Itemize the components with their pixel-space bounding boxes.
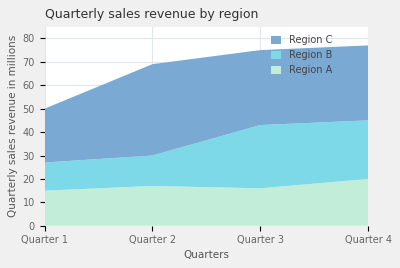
Legend: Region C, Region B, Region A: Region C, Region B, Region A (270, 34, 334, 77)
X-axis label: Quarters: Quarters (183, 250, 229, 260)
Y-axis label: Quarterly sales revenue in millions: Quarterly sales revenue in millions (8, 35, 18, 217)
Text: Quarterly sales revenue by region: Quarterly sales revenue by region (44, 8, 258, 21)
